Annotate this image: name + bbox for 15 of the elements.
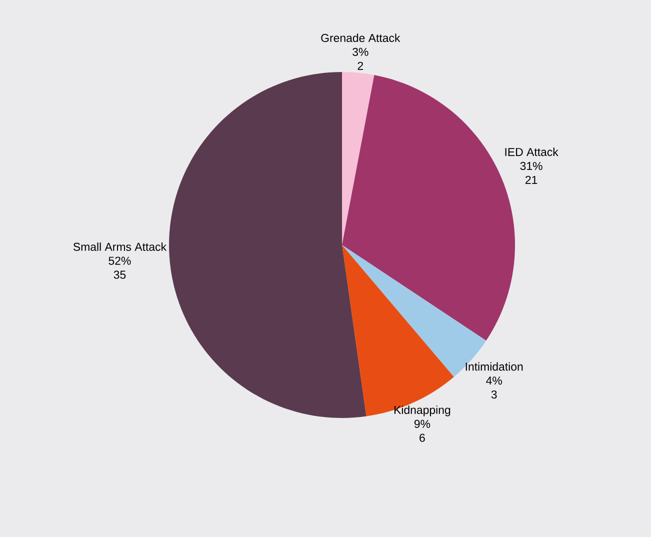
slice-label: Small Arms Attack	[73, 242, 167, 251]
data-label: 3	[491, 390, 497, 399]
slice-label: IED Attack	[505, 148, 558, 156]
data-label: 35	[114, 270, 126, 279]
data-label: 21	[526, 176, 538, 184]
slice-label: Intimidation	[466, 362, 523, 371]
data-label: 2	[358, 62, 364, 70]
text: 9%	[414, 420, 430, 428]
data-label: 6	[420, 434, 425, 442]
text: 4%	[486, 376, 502, 385]
slice-label: Kidnapping	[394, 406, 450, 416]
text: 31%	[520, 162, 542, 170]
text: 52%	[108, 256, 131, 265]
slice-label: Grenade Attack	[321, 34, 400, 42]
text: 3%	[352, 48, 368, 56]
